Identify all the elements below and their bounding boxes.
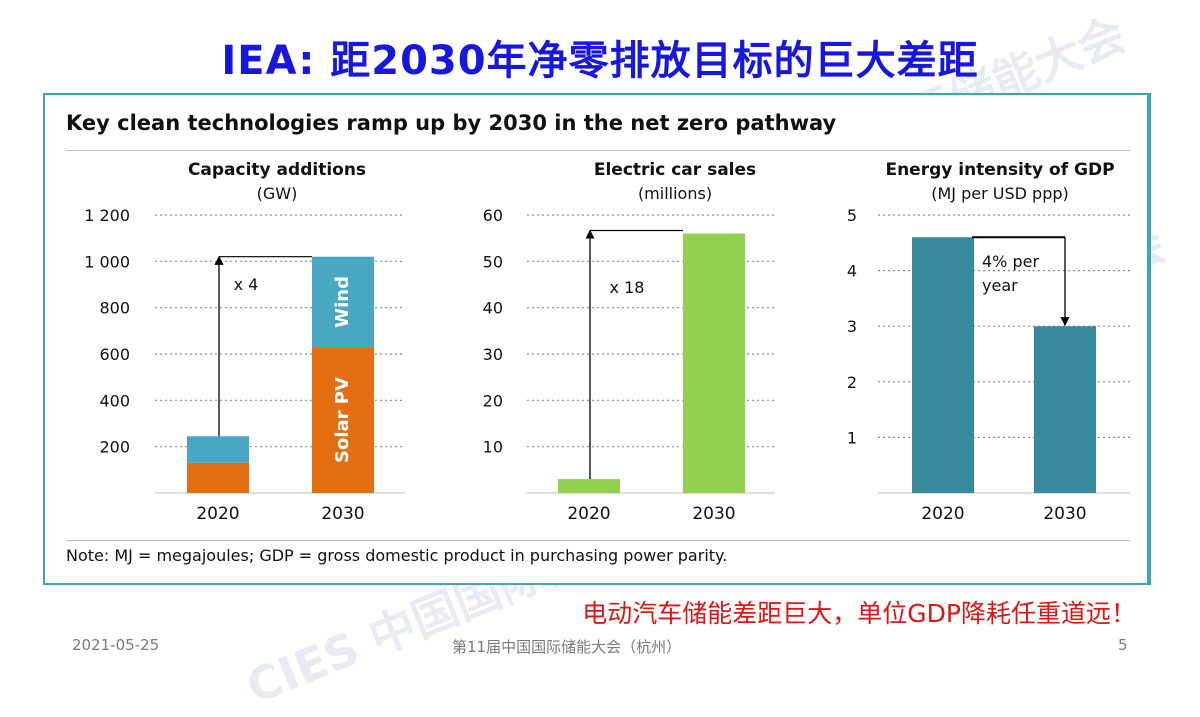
y-tick-label: 1 200 xyxy=(84,206,130,225)
x-tick-label: 2030 xyxy=(1043,504,1086,524)
bar xyxy=(912,237,974,493)
bar xyxy=(683,233,745,494)
y-tick-label: 3 xyxy=(847,317,857,336)
y-tick-label: 1 000 xyxy=(84,252,130,271)
series-label: Solar PV xyxy=(332,377,353,463)
y-tick-label: 20 xyxy=(483,391,503,410)
footer-conference: 第11届中国国际储能大会（杭州） xyxy=(452,638,682,656)
chart-title: Capacity additions xyxy=(188,160,366,180)
decline-annotation: year xyxy=(982,276,1018,295)
footer-page-number: 5 xyxy=(1118,636,1128,654)
slide-title: IEA: 距2030年净零排放目标的巨大差距 xyxy=(221,38,979,84)
decline-annotation: 4% per xyxy=(982,252,1039,271)
bar-wind xyxy=(187,436,249,463)
growth-annotation: x 18 xyxy=(610,278,645,297)
bar-solar-pv xyxy=(187,462,249,493)
chart-subtitle: (GW) xyxy=(257,184,298,203)
y-tick-label: 2 xyxy=(847,373,857,392)
y-tick-label: 4 xyxy=(847,262,857,281)
title-divider xyxy=(66,150,1130,151)
bar-wind xyxy=(312,256,374,348)
y-tick-label: 10 xyxy=(483,438,503,457)
note-divider xyxy=(66,540,1130,541)
footer-date: 2021-05-25 xyxy=(72,636,160,654)
x-tick-label: 2020 xyxy=(921,504,964,524)
y-tick-label: 400 xyxy=(99,391,130,410)
y-tick-label: 600 xyxy=(99,345,130,364)
y-tick-label: 1 xyxy=(847,428,857,447)
y-tick-label: 50 xyxy=(483,252,503,271)
x-tick-label: 2030 xyxy=(321,504,364,524)
y-tick-label: 30 xyxy=(483,345,503,364)
chart-subtitle: (MJ per USD ppp) xyxy=(931,184,1069,203)
y-tick-label: 5 xyxy=(847,206,857,225)
charts-svg: Capacity additions (GW) 200 400 600 800 1 000 1… xyxy=(84,160,1130,524)
x-tick-label: 2020 xyxy=(567,504,610,524)
chart-title: Electric car sales xyxy=(594,160,756,180)
bar-solar-pv xyxy=(312,347,374,493)
chart-subtitle: (millions) xyxy=(638,184,712,203)
conclusion-note: 电动汽车储能差距巨大，单位GDP降耗任重道远！ xyxy=(582,599,1136,628)
x-tick-label: 2030 xyxy=(692,504,735,524)
chart-title: Energy intensity of GDP xyxy=(885,160,1114,180)
y-tick-label: 60 xyxy=(483,206,503,225)
y-tick-label: 200 xyxy=(99,438,130,457)
panel-title: Key clean technologies ramp up by 2030 i… xyxy=(66,111,837,135)
chart-note: Note: MJ = megajoules; GDP = gross domes… xyxy=(66,546,728,565)
growth-annotation: x 4 xyxy=(234,275,259,294)
x-tick-label: 2020 xyxy=(196,504,239,524)
y-tick-label: 40 xyxy=(483,299,503,318)
bar xyxy=(1034,326,1096,493)
bar xyxy=(558,479,620,493)
series-label: Wind xyxy=(332,276,353,328)
decline-arrow-line xyxy=(972,236,1065,239)
y-tick-label: 800 xyxy=(99,299,130,318)
